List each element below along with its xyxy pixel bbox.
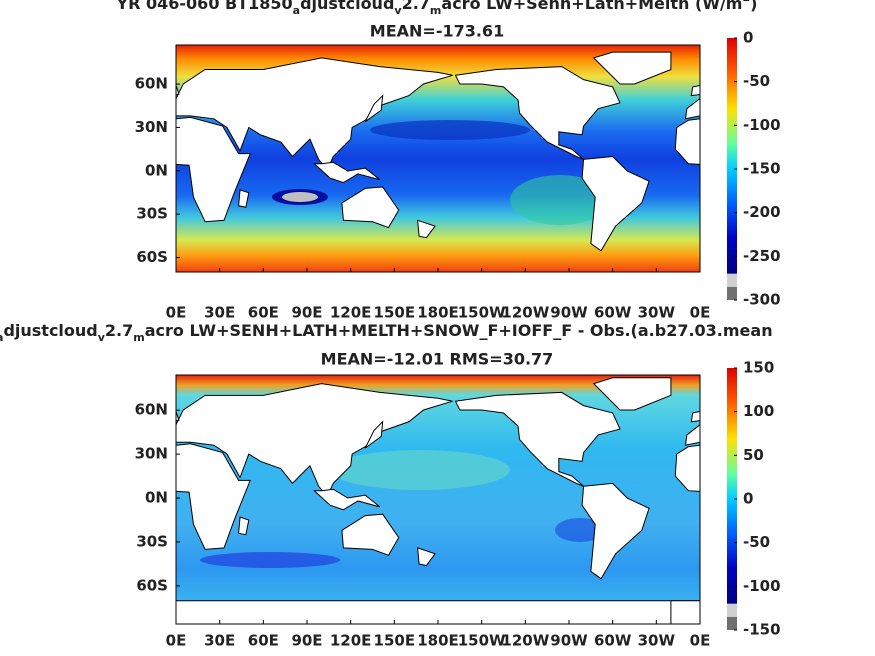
x-tick-label: 90E (291, 304, 322, 322)
y-tick-label: 30S (136, 205, 168, 223)
panel-subtitle: MEAN=-12.01 RMS=30.77 (321, 350, 554, 369)
x-tick-label: 150W (458, 304, 506, 322)
colorbar-label: 150 (743, 359, 774, 377)
x-tick-label: 90E (291, 632, 322, 650)
y-tick-label: 60S (136, 576, 168, 594)
x-tick-label: 120W (501, 304, 549, 322)
y-tick-label: 60N (135, 75, 168, 93)
colorbar-label: -300 (743, 291, 781, 309)
map (176, 45, 700, 272)
colorbar-label: -50 (743, 533, 770, 551)
x-tick-label: 90W (550, 632, 588, 650)
x-tick-label: 60W (594, 304, 632, 322)
x-tick-label: 150E (374, 632, 416, 650)
x-tick-label: 150W (458, 632, 506, 650)
y-tick-label: 0N (145, 161, 168, 179)
panel-title: adjustcloudv2.7macro LW+SENH+LATH+MELTH+… (0, 321, 773, 344)
colorbar-gray (727, 273, 737, 287)
colorbar-gray (727, 616, 737, 630)
x-tick-label: 120E (330, 304, 372, 322)
colorbar-label: -250 (743, 247, 781, 265)
x-tick-label: 60W (594, 632, 632, 650)
x-tick-label: 30E (204, 632, 235, 650)
panel-title: YR 046-060 BT1850adjustcloudv2.7macro LW… (116, 0, 758, 17)
x-tick-label: 0E (166, 304, 187, 322)
x-tick-label: 150E (374, 304, 416, 322)
y-tick-label: 0N (145, 489, 168, 507)
colorbar-label: 0 (743, 490, 753, 508)
y-tick-label: 60S (136, 248, 168, 266)
colorbar-label: -100 (743, 577, 781, 595)
colorbar-label: -200 (743, 203, 781, 221)
colorbar-label: 50 (743, 446, 764, 464)
colorbar-label: -100 (743, 116, 781, 134)
x-tick-label: 120W (501, 632, 549, 650)
colorbar-label: 100 (743, 402, 774, 420)
colorbar-label: -150 (743, 160, 781, 178)
y-tick-label: 30S (136, 532, 168, 550)
x-tick-label: 60E (248, 632, 279, 650)
y-tick-label: 60N (135, 401, 168, 419)
colorbar-label: 0 (743, 29, 753, 47)
panel-subtitle: MEAN=-173.61 (370, 22, 504, 41)
colorbar-gray (727, 286, 737, 300)
colorbar-label: -50 (743, 72, 770, 90)
x-tick-label: 30W (638, 304, 676, 322)
x-tick-label: 0E (166, 632, 187, 650)
x-tick-label: 0E (690, 304, 711, 322)
x-tick-label: 30E (204, 304, 235, 322)
colorbar (727, 38, 737, 274)
y-tick-label: 30N (135, 445, 168, 463)
map (176, 375, 700, 624)
colorbar (727, 368, 737, 604)
x-tick-label: 90W (550, 304, 588, 322)
colorbar-gray (727, 603, 737, 617)
x-tick-label: 60E (248, 304, 279, 322)
x-tick-label: 120E (330, 632, 372, 650)
x-tick-label: 180E (417, 304, 459, 322)
x-tick-label: 30W (638, 632, 676, 650)
x-tick-label: 0E (690, 632, 711, 650)
x-tick-label: 180E (417, 632, 459, 650)
y-tick-label: 30N (135, 118, 168, 136)
colorbar-label: -150 (743, 621, 781, 639)
